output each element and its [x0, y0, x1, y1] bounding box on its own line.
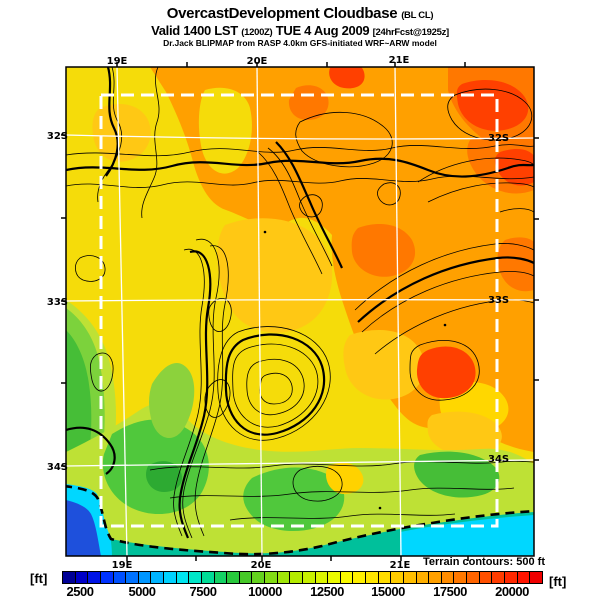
- green-blob: [243, 467, 345, 532]
- lon-label-top: 20E: [247, 56, 268, 67]
- amber-patch: [343, 330, 425, 400]
- colorbar-segment: [151, 572, 164, 583]
- dark-orange-patch: [351, 224, 416, 277]
- model-credit-line: Dr.Jack BLIPMAP from RASP 4.0km GFS-init…: [163, 38, 437, 49]
- colorbar-segment: [441, 572, 455, 583]
- map-title: OvercastDevelopment Cloudbase (BL CL): [0, 5, 600, 23]
- terrain-contour-thick-layer: [66, 67, 534, 539]
- colorbar-segment: [239, 572, 253, 583]
- colorbar-segment: [88, 572, 101, 583]
- colorbar-segment: [302, 572, 316, 583]
- colorbar-segment: [189, 572, 202, 583]
- domain-boundary-box: [99, 93, 499, 528]
- colorbar-segment: [227, 572, 240, 583]
- colorbar-segment: [467, 572, 480, 583]
- colorbar-segment: [176, 572, 190, 583]
- lon-label-bottom: 19E: [112, 560, 133, 571]
- colorbar-segment: [126, 572, 139, 583]
- graticule-layer: [65, 66, 535, 557]
- title-block: OvercastDevelopment Cloudbase (BL CL) Va…: [0, 5, 600, 49]
- colorbar-segment: [517, 572, 531, 583]
- valid-label: Valid 1400 LST: [151, 22, 238, 38]
- lat-label-left: 32S: [47, 131, 68, 142]
- scale-tick: 5000: [128, 584, 156, 599]
- scale-tick: 17500: [433, 584, 467, 599]
- colorbar-segment: [113, 572, 127, 583]
- terrain-contours-note: Terrain contours: 500 ft: [422, 556, 545, 568]
- colorbar-segment: [378, 572, 392, 583]
- unit-label-right: [ft]: [549, 574, 567, 589]
- lon-label-bottom: 21E: [390, 560, 411, 571]
- colorbar-segment: [214, 572, 228, 583]
- colorbar-segment: [340, 572, 354, 583]
- scale-tick: 12500: [310, 584, 344, 599]
- valid-utc: (1200Z): [241, 26, 273, 38]
- colorbar-segment: [353, 572, 366, 583]
- colorbar-segment: [201, 572, 215, 583]
- colorbar-segment: [429, 572, 442, 583]
- amber-patch: [217, 218, 333, 333]
- lon-label-top: 19E: [107, 56, 128, 67]
- colorbar-segment: [315, 572, 329, 583]
- lat-label-left: 33S: [47, 297, 68, 308]
- colorbar-segment: [265, 572, 278, 583]
- unit-label-left: [ft]: [30, 571, 48, 586]
- scale-tick: 15000: [371, 584, 405, 599]
- red-patch: [329, 67, 365, 89]
- amber-spot: [325, 462, 364, 494]
- lat-label-right: 34S: [488, 454, 509, 465]
- yellow-pocket: [198, 87, 252, 174]
- map-frame: [65, 66, 535, 557]
- coastline-dashed: [66, 485, 534, 556]
- colorbar-segment: [100, 572, 114, 583]
- colorbar-segment: [403, 572, 417, 583]
- dark-orange-patch: [288, 85, 329, 120]
- lat-label-left: 34S: [47, 462, 68, 473]
- red-patch: [416, 346, 476, 399]
- frame-ticks: [61, 62, 539, 561]
- colorbar-segment: [416, 572, 430, 583]
- colorbar-segment: [63, 572, 76, 583]
- colorbar-segment: [479, 572, 493, 583]
- amber-patch: [427, 411, 502, 456]
- colorbar: [62, 571, 543, 584]
- forecast-tag: [24hrFcst@1925z]: [372, 26, 450, 38]
- colorbar-segment: [454, 572, 467, 583]
- valid-time-line: Valid 1400 LST (1200Z) TUE 4 Aug 2009 [2…: [0, 22, 600, 39]
- scale-tick: 20000: [495, 584, 529, 599]
- graticule-labels: 19E 20E 21E 19E 20E 21E 32S 33S 34S 32S …: [47, 55, 509, 571]
- colorbar-segment: [366, 572, 379, 583]
- colorbar-segment: [164, 572, 177, 583]
- scale-tick: 2500: [66, 584, 94, 599]
- colorbar-segment: [328, 572, 341, 583]
- colorbar-segment: [75, 572, 89, 583]
- colorbar-segment: [492, 572, 505, 583]
- colorbar-scale: 2500 5000 7500 10000 12500 15000 17500 2…: [0, 584, 600, 600]
- dark-orange-patch: [497, 237, 534, 292]
- colorbar-segment: [391, 572, 404, 583]
- colorbar-segment: [504, 572, 518, 583]
- green-tongue: [149, 362, 195, 439]
- colorbar-segment: [277, 572, 291, 583]
- lon-label-top: 21E: [389, 55, 410, 66]
- sea-deep-blue: [66, 500, 101, 556]
- lat-label-right: 33S: [488, 295, 509, 306]
- colorbar-segment: [138, 572, 152, 583]
- sea-cyan-right: [400, 515, 534, 556]
- red-patch: [456, 80, 529, 131]
- lon-label-bottom: 20E: [251, 560, 272, 571]
- terrain-fill-layer: [66, 67, 534, 556]
- lat-label-right: 32S: [488, 133, 509, 144]
- scale-tick: 7500: [189, 584, 217, 599]
- scale-tick: 10000: [248, 584, 282, 599]
- map-title-main: OvercastDevelopment Cloudbase: [166, 5, 398, 22]
- colorbar-segment: [290, 572, 303, 583]
- colorbar-segment: [252, 572, 265, 583]
- terrain-contour-layer: [66, 67, 534, 539]
- colorbar-segment: [530, 572, 542, 583]
- map-title-suffix: (BL CL): [401, 10, 434, 21]
- valid-date: TUE 4 Aug 2009: [275, 22, 370, 38]
